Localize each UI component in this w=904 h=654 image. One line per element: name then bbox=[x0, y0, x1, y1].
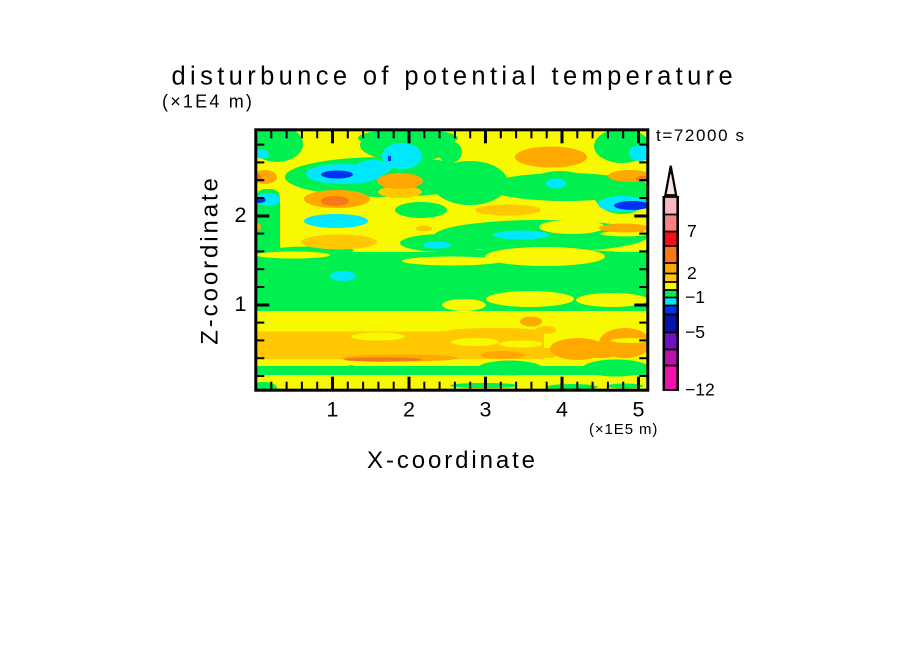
svg-text:−5: −5 bbox=[685, 322, 705, 342]
svg-text:2: 2 bbox=[403, 398, 415, 422]
svg-text:4: 4 bbox=[556, 398, 568, 422]
svg-text:1: 1 bbox=[235, 292, 247, 316]
svg-text:2: 2 bbox=[235, 203, 247, 227]
svg-text:2: 2 bbox=[687, 263, 697, 283]
svg-text:3: 3 bbox=[480, 398, 492, 422]
svg-text:5: 5 bbox=[633, 398, 645, 422]
svg-text:disturbunce of potential tempe: disturbunce of potential temperature bbox=[172, 63, 738, 91]
svg-text:1: 1 bbox=[327, 398, 339, 422]
svg-text:Z-coordinate: Z-coordinate bbox=[197, 175, 224, 345]
svg-text:t=72000 s: t=72000 s bbox=[656, 126, 746, 145]
svg-text:7: 7 bbox=[687, 221, 697, 241]
svg-text:−12: −12 bbox=[685, 380, 715, 400]
svg-text:−1: −1 bbox=[685, 287, 705, 307]
svg-text:X-coordinate: X-coordinate bbox=[367, 447, 538, 474]
svg-text:(×1E4 m): (×1E4 m) bbox=[162, 92, 254, 112]
svg-text:(×1E5 m): (×1E5 m) bbox=[589, 421, 658, 438]
